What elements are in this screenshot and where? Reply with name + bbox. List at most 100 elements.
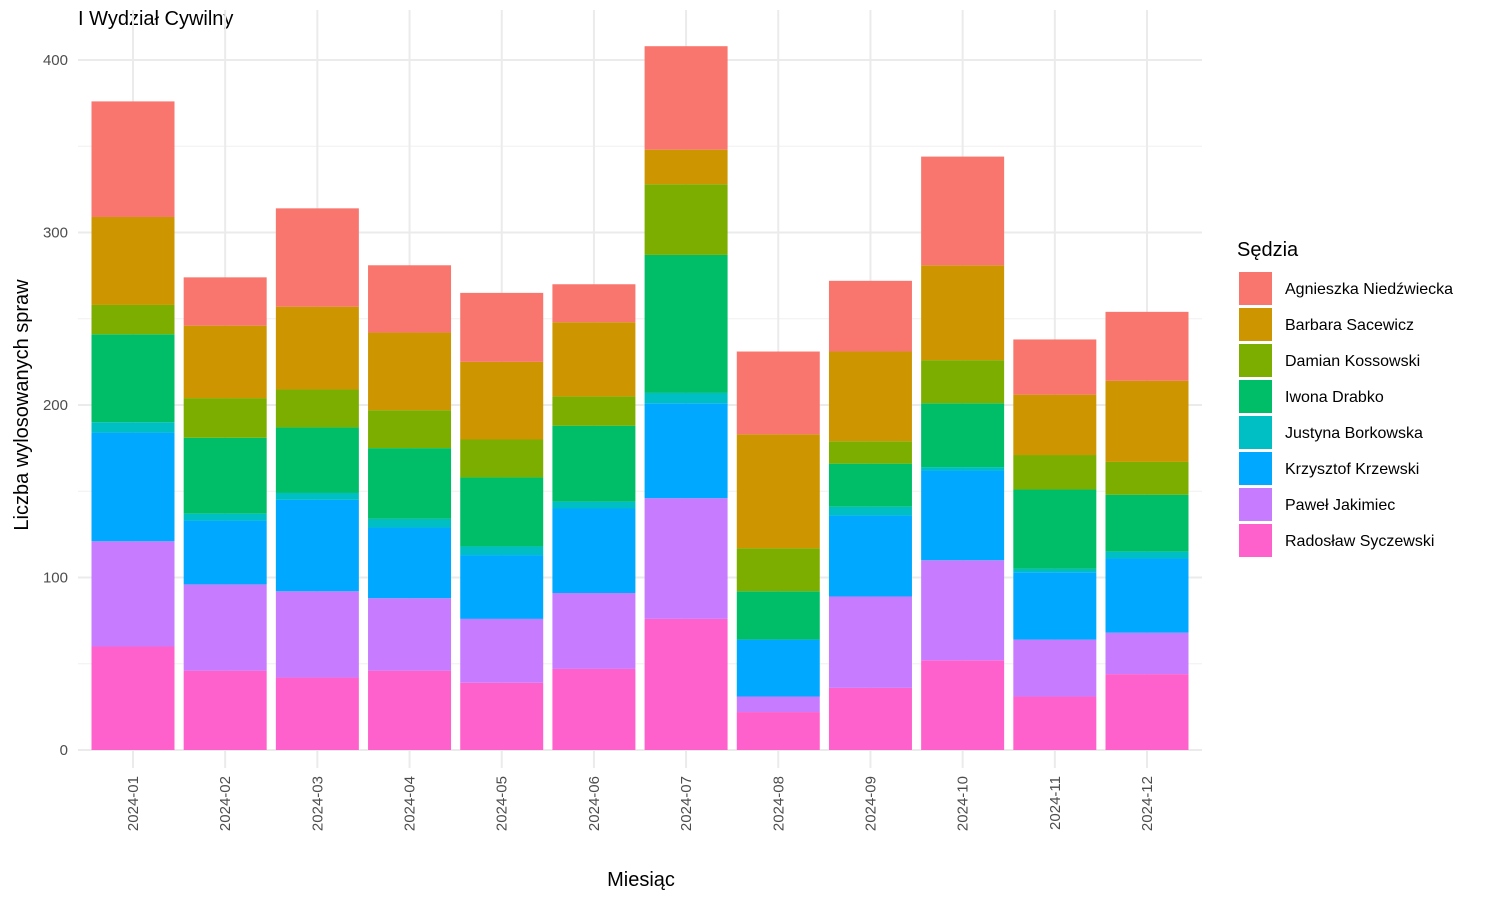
bar-segment	[552, 284, 636, 323]
bar-segment	[921, 403, 1005, 468]
bar-segment	[921, 560, 1005, 661]
bar-segment	[460, 546, 544, 556]
bars	[91, 46, 1189, 750]
bar-segment	[91, 432, 175, 542]
bar-segment	[460, 682, 544, 750]
bar-segment	[368, 448, 452, 519]
y-tick-label: 300	[43, 225, 68, 242]
bar-segment	[460, 361, 544, 440]
bar-segment	[368, 527, 452, 599]
bar-segment	[644, 149, 728, 185]
bar-segment	[91, 216, 175, 305]
bar-segment	[183, 513, 267, 521]
bar-segment	[368, 518, 452, 528]
bar-segment	[552, 508, 636, 594]
legend-label: Justyna Borkowska	[1285, 425, 1423, 442]
bar-segment	[183, 520, 267, 585]
bar-segment	[1013, 489, 1097, 569]
legend-label: Paweł Jakimiec	[1285, 497, 1395, 514]
bar-segment	[460, 618, 544, 683]
bar-segment	[275, 389, 359, 428]
bar-segment	[921, 467, 1005, 471]
bar-segment	[736, 591, 820, 640]
bar-segment	[552, 425, 636, 502]
bar-segment	[91, 334, 175, 423]
bar-segment	[1105, 551, 1189, 559]
bar-segment	[275, 591, 359, 678]
legend-label: Iwona Drabko	[1285, 389, 1384, 406]
bar-segment	[275, 499, 359, 592]
bar-segment	[275, 492, 359, 500]
bar-segment	[1105, 380, 1189, 462]
legend-key	[1239, 380, 1272, 413]
bar-segment	[921, 660, 1005, 750]
bar-segment	[828, 463, 912, 507]
x-axis: 2024-01 2024-02 2024-03 2024-04 2024-05 2024-…	[125, 776, 1156, 831]
bar-segment	[552, 668, 636, 750]
x-tick-label: 2024-07	[678, 776, 695, 831]
x-axis-title: Miesiąc	[607, 869, 675, 891]
bar-segment	[368, 332, 452, 411]
x-tick-label: 2024-02	[217, 776, 234, 831]
bar-segment	[828, 596, 912, 688]
bar-segment	[828, 351, 912, 442]
bar-segment	[275, 306, 359, 390]
y-tick-label: 0	[60, 742, 68, 759]
bar-segment	[1105, 494, 1189, 552]
x-tick-label: 2024-08	[770, 776, 787, 831]
x-tick-label: 2024-10	[955, 776, 972, 831]
y-tick-label: 100	[43, 570, 68, 587]
y-axis-title: Liczba wylosowanych spraw	[11, 279, 33, 531]
bar-segment	[1013, 568, 1097, 573]
y-tick-label: 400	[43, 52, 68, 69]
legend-key	[1239, 488, 1272, 521]
bar-segment	[644, 46, 728, 150]
legend: Sędzia Agnieszka Niedźwiecka Barbara Sace…	[1237, 239, 1453, 557]
bar-segment	[1105, 558, 1189, 633]
bar-segment	[736, 351, 820, 435]
bar-segment	[460, 439, 544, 478]
x-tick-label: 2024-01	[125, 776, 142, 831]
bar-segment	[828, 687, 912, 750]
x-tick-label: 2024-12	[1139, 776, 1156, 831]
bar-segment	[275, 677, 359, 750]
bar-segment	[1013, 639, 1097, 697]
x-tick-label: 2024-03	[309, 776, 326, 831]
bar-segment	[368, 410, 452, 449]
bar-segment	[91, 422, 175, 433]
bar-segment	[736, 712, 820, 750]
bar-segment	[644, 254, 728, 393]
bar-segment	[275, 208, 359, 307]
bar-segment	[1013, 394, 1097, 456]
bar-segment	[552, 593, 636, 669]
legend-key	[1239, 524, 1272, 557]
bar-segment	[460, 292, 544, 362]
bar-segment	[183, 398, 267, 438]
bar-segment	[1013, 572, 1097, 640]
bar-segment	[91, 541, 175, 647]
bar-segment	[368, 265, 452, 333]
bar-segment	[644, 498, 728, 619]
bar-segment	[1013, 696, 1097, 750]
bar-segment	[1105, 311, 1189, 381]
legend-label: Damian Kossowski	[1285, 353, 1420, 370]
legend-title: Sędzia	[1237, 239, 1299, 261]
bar-segment	[1013, 455, 1097, 490]
x-tick-label: 2024-11	[1047, 776, 1064, 830]
x-tick-label: 2024-05	[494, 776, 511, 831]
bar-segment	[1105, 674, 1189, 750]
bar-segment	[552, 501, 636, 509]
bar-segment	[828, 515, 912, 597]
chart-title: I Wydział Cywilny	[78, 8, 234, 30]
legend-label: Radosław Syczewski	[1285, 533, 1434, 550]
bar-segment	[736, 548, 820, 592]
bar-segment	[1013, 339, 1097, 395]
bar-segment	[921, 265, 1005, 361]
bar-segment	[183, 670, 267, 750]
x-tick-label: 2024-09	[862, 776, 879, 831]
bar-segment	[644, 618, 728, 750]
bar-segment	[460, 555, 544, 619]
bar-segment	[183, 325, 267, 399]
legend-label: Krzysztof Krzewski	[1285, 461, 1419, 478]
